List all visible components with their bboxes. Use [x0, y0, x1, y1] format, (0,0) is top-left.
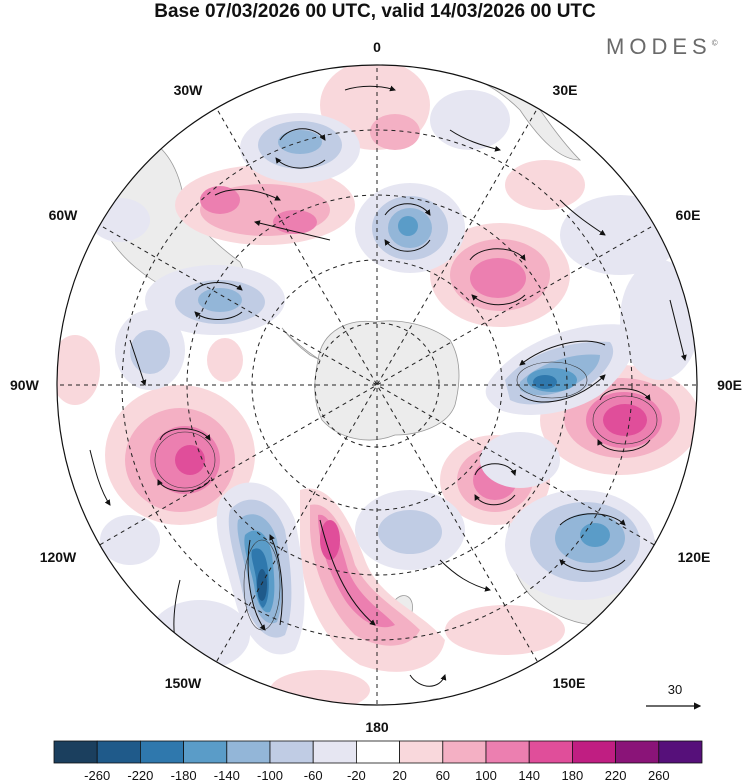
colorbar-ticks: -260 -220 -180 -140 -100 -60 -20 20 60 100 140 180 2… — [84, 768, 669, 783]
colorbar-swatch — [615, 740, 660, 764]
neg-drake-passage — [145, 265, 285, 335]
lon-label-60w: 60W — [49, 207, 79, 223]
colorbar-swatch — [355, 740, 400, 764]
colorbar-tick-label: -20 — [347, 768, 366, 783]
colorbar-tick-label: -260 — [84, 768, 110, 783]
colorbar-tick-label: 180 — [562, 768, 584, 783]
neg-south-pacific — [216, 482, 305, 655]
colorbar-swatch — [140, 740, 185, 764]
colorbar: -260 -220 -180 -140 -100 -60 -20 20 60 100 140 180 2… — [53, 740, 703, 783]
modes-logo: MODES© — [606, 34, 718, 60]
pos-south-atlantic — [175, 165, 355, 245]
lon-label-30w: 30W — [174, 82, 204, 98]
pos-southeast-pacific — [105, 385, 255, 525]
antarctic-peninsula — [281, 327, 321, 361]
colorbar-tick-label: -140 — [214, 768, 240, 783]
colorbar-tick-label: 20 — [392, 768, 406, 783]
colorbar-tick-label: 100 — [475, 768, 497, 783]
graticule — [57, 65, 697, 705]
lon-label-30e: 30E — [553, 82, 578, 98]
brand-name: MODES — [606, 34, 712, 59]
colorbar-swatch — [399, 740, 444, 764]
map-title: Base 07/03/2026 00 UTC, valid 14/03/2026… — [154, 1, 596, 22]
colorbar-tick-label: 220 — [605, 768, 627, 783]
colorbar-boxes — [53, 740, 703, 764]
reference-vector-label: 30 — [668, 682, 682, 697]
colorbar-tick-label: -180 — [171, 768, 197, 783]
colorbar-swatch — [53, 740, 98, 764]
colorbar-swatch — [572, 740, 617, 764]
lon-label-150e: 150E — [553, 675, 586, 691]
colorbar-tick-label: 140 — [518, 768, 540, 783]
colorbar-tick-label: 260 — [648, 768, 670, 783]
longitude-labels: 0 180 90W 90E 30W 60W 30E 60E 120W 150W … — [10, 39, 742, 735]
colorbar-swatch — [485, 740, 530, 764]
lon-label-90e: 90E — [717, 377, 742, 393]
wind-vectors — [89, 85, 687, 687]
lon-label-60e: 60E — [676, 207, 701, 223]
map-boundary — [56, 64, 698, 706]
colorbar-tick-label: 60 — [436, 768, 450, 783]
reference-vector: 30 — [646, 682, 702, 710]
pos-east-pacific-small — [57, 160, 585, 705]
neg-ross-sea — [355, 490, 465, 570]
colorbar-swatch — [226, 740, 271, 764]
brand-mark: © — [711, 38, 718, 48]
colorbar-swatch — [183, 740, 228, 764]
lon-label-120e: 120E — [678, 549, 711, 565]
pos-new-zealand-sector — [300, 488, 445, 672]
colorbar-swatch — [96, 740, 141, 764]
colorbar-tick-label: -60 — [304, 768, 323, 783]
neg-atlantic-north — [240, 113, 360, 183]
anomaly-field — [57, 65, 697, 705]
colorbar-swatch — [528, 740, 573, 764]
map-disc — [57, 65, 697, 705]
neg-atlantic-central — [355, 183, 465, 273]
lon-label-180: 180 — [365, 719, 389, 735]
colorbar-swatch — [269, 740, 314, 764]
colorbar-swatch — [442, 740, 487, 764]
colorbar-tick-label: -100 — [257, 768, 283, 783]
antarctica — [314, 320, 460, 441]
lon-label-90w: 90W — [10, 377, 40, 393]
lon-label-150w: 150W — [165, 675, 202, 691]
lon-label-0: 0 — [373, 39, 381, 55]
lon-label-120w: 120W — [40, 549, 77, 565]
colorbar-swatch — [658, 740, 703, 764]
colorbar-tick-label: -220 — [127, 768, 153, 783]
colorbar-swatch — [312, 740, 357, 764]
neg-australia — [505, 490, 655, 600]
